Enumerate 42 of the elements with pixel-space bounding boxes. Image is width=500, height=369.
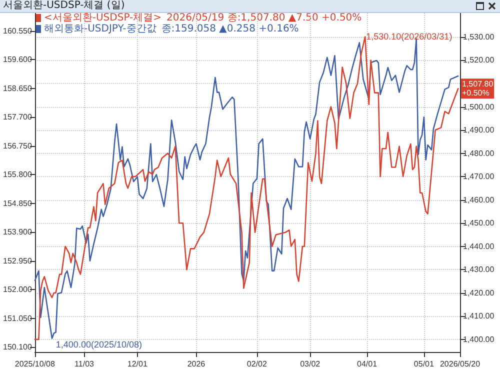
y2-tick-label: 1,520.00 bbox=[463, 56, 495, 65]
x-tick-label: 11/03 bbox=[74, 360, 95, 368]
y2-tick-label: 1,470.00 bbox=[463, 172, 495, 182]
x-tick-label: 05/01 bbox=[414, 360, 434, 368]
y2-tick-label: 1,430.00 bbox=[463, 265, 495, 274]
y-tick-label: 153.900 bbox=[2, 228, 32, 237]
y-tick-label: 159.600 bbox=[2, 55, 32, 64]
x-tick-label: 02/02 bbox=[246, 360, 268, 368]
y2-tick-label: 1,530.00 bbox=[463, 32, 495, 42]
y2-tick-label: 1,420.00 bbox=[463, 288, 495, 298]
y2-tick-label: 1,400.00 bbox=[463, 334, 495, 344]
annotation: 종:159.058 ▲0.258 +0.16% bbox=[161, 24, 299, 34]
x-tick-label: 2025/10/08 bbox=[14, 360, 56, 368]
y2-tick-label: 1,500.00 bbox=[463, 102, 495, 112]
y2-tick-label: 1,450.00 bbox=[463, 218, 495, 228]
y2-tick-label: 1,440.00 bbox=[463, 242, 495, 251]
annotation: 1,400.00(2025/10/08) bbox=[56, 339, 142, 350]
y2-tick-label: 1,480.00 bbox=[463, 148, 495, 158]
annotation: 1,530.10(2026/03/31) bbox=[366, 32, 452, 42]
x-tick-label: 03/02 bbox=[300, 360, 321, 368]
chart-title: 서울외환-USDSP-체결 (일) bbox=[3, 0, 125, 12]
annotation: 2026/05/19 종:1,507.80 ▲7.50 +0.50% bbox=[166, 12, 362, 24]
y-tick-label: 160.550 bbox=[2, 26, 32, 36]
y2-tick-label: 1,460.00 bbox=[463, 195, 495, 204]
y-tick-label: 155.800 bbox=[2, 170, 32, 180]
x-tick-label: 2026 bbox=[187, 360, 206, 368]
x-tick-label: 2026/05/20 bbox=[440, 360, 481, 368]
y-tick-label: 154.850 bbox=[2, 198, 32, 208]
y-tick-label: 150.100 bbox=[2, 342, 32, 352]
x-tick-label: 04/01 bbox=[357, 360, 378, 368]
y2-tick-label: 1,490.00 bbox=[463, 126, 495, 135]
legend-label: <서울외환-USDSP-체결> bbox=[44, 12, 162, 24]
y-tick-label: 157.700 bbox=[2, 112, 32, 122]
x-tick-label: 12/01 bbox=[127, 360, 148, 368]
y2-tick-label: 1,410.00 bbox=[463, 312, 495, 321]
text: 1,507.80 +0.50% bbox=[462, 80, 494, 98]
y-tick-label: 151.050 bbox=[2, 314, 32, 323]
y-tick-label: 152.000 bbox=[2, 285, 32, 294]
y-tick-label: 152.950 bbox=[2, 256, 32, 266]
y-tick-label: 156.750 bbox=[2, 141, 32, 150]
legend-label: 해외통화-USDJPY-중간값 bbox=[44, 24, 156, 34]
y-tick-label: 158.650 bbox=[2, 84, 32, 93]
